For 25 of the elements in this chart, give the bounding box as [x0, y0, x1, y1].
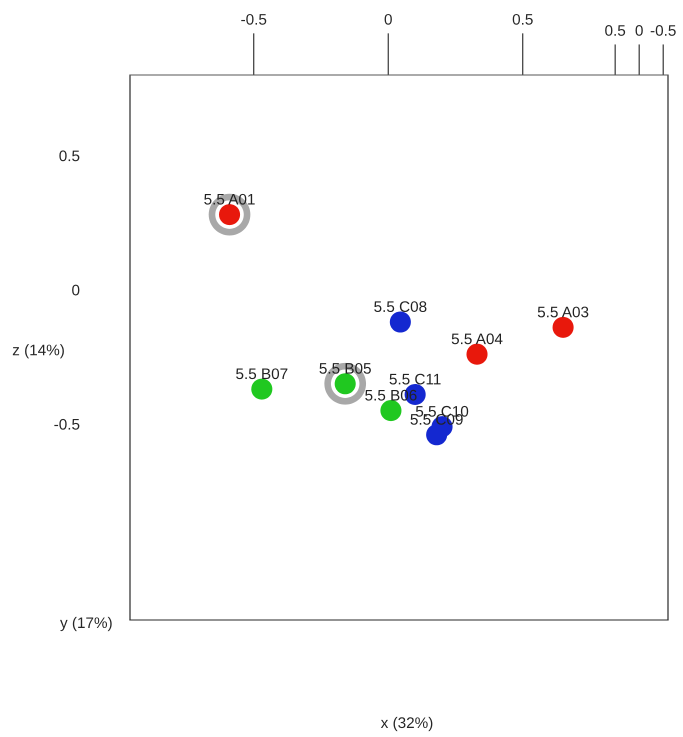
y-tick-label: 0 [72, 284, 80, 296]
text: x (32%) [380, 716, 432, 732]
annotation: 5.5 C11 [390, 374, 441, 385]
x2-tick-label: -0.5 [650, 25, 676, 36]
annotation: 5.5 A04 [452, 333, 502, 344]
y-tick-label: 0.5 [59, 150, 80, 162]
point [552, 316, 574, 338]
annotation: 5.5 B07 [236, 368, 288, 380]
point [251, 378, 272, 400]
point [426, 424, 448, 446]
point [390, 311, 411, 333]
annotation: 5.5 A03 [538, 306, 588, 318]
point [380, 400, 402, 422]
y-axis-title: z (14%) [12, 344, 64, 358]
annotation: 5.5 B05 [319, 362, 371, 374]
x2-tick-label: 0 [636, 25, 643, 36]
x-tick-label: 0.5 [512, 14, 533, 25]
x2-tick-label: 0.5 [605, 25, 626, 36]
x-tick-label: 0 [384, 14, 392, 25]
point [466, 344, 488, 365]
y-tick-label: -0.5 [54, 418, 80, 430]
x-tick-label: -0.5 [241, 14, 266, 25]
annotation: 5.5 C08 [374, 301, 426, 312]
text: y (17%) [60, 616, 112, 632]
annotation: 5.5 A01 [204, 194, 255, 205]
